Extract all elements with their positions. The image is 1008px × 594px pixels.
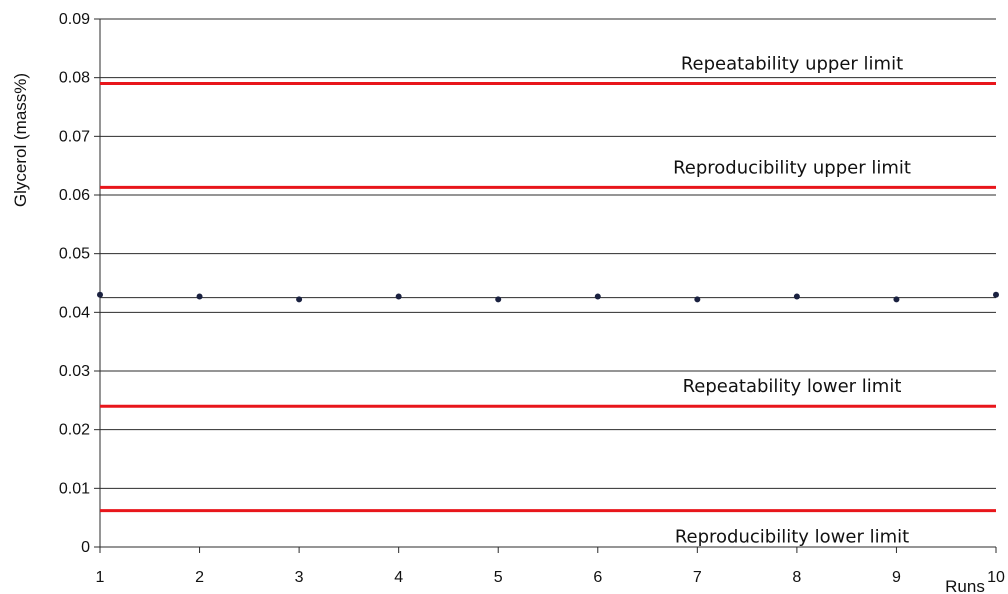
data-point — [594, 293, 601, 300]
limit-label: Reproducibility lower limit — [675, 527, 909, 548]
x-tick-label: 5 — [494, 569, 503, 586]
x-tick-label: 2 — [195, 569, 204, 586]
data-point — [495, 296, 502, 303]
axes — [94, 18, 997, 553]
data-point — [296, 296, 303, 303]
y-tick-label: 0.05 — [59, 246, 90, 263]
x-axis-title: Runs — [945, 577, 985, 594]
y-tick-label: 0.02 — [59, 422, 90, 439]
tick-labels: 0 0.01 0.02 0.03 0.04 0.05 0.06 0.07 0.08 0.09 1 2 3… — [59, 11, 1005, 586]
limit-label: Repeatability upper limit — [681, 54, 903, 75]
y-tick-label: 0.01 — [59, 480, 90, 497]
y-tick-label: 0 — [81, 539, 90, 556]
y-tick-label: 0.07 — [59, 128, 90, 145]
y-axis-title: Glycerol (mass%) — [11, 73, 30, 207]
y-tick-label: 0.09 — [59, 11, 90, 28]
data-point — [694, 296, 701, 303]
data-point — [196, 293, 203, 300]
data-point — [893, 296, 900, 303]
x-tick-label: 6 — [593, 569, 602, 586]
x-tick-label: 4 — [394, 569, 403, 586]
x-tick-label: 8 — [792, 569, 801, 586]
x-tick-label: 10 — [987, 569, 1005, 586]
data-points — [97, 291, 999, 303]
gridlines — [100, 18, 996, 489]
limit-lines: Repeatability upper limit Reproducibility… — [100, 54, 996, 548]
limit-label: Repeatability lower limit — [683, 376, 902, 397]
x-tick-label: 7 — [693, 569, 702, 586]
data-point — [993, 291, 999, 298]
y-tick-label: 0.04 — [59, 304, 90, 321]
x-tick-label: 9 — [892, 569, 901, 586]
y-tick-label: 0.08 — [59, 70, 90, 87]
limit-label: Reproducibility upper limit — [673, 157, 911, 178]
data-point — [97, 291, 103, 298]
y-tick-label: 0.06 — [59, 187, 90, 204]
y-tick-label: 0.03 — [59, 363, 90, 380]
data-point — [793, 293, 800, 300]
data-point — [395, 293, 402, 300]
x-tick-label: 1 — [96, 569, 105, 586]
x-tick-label: 3 — [295, 569, 304, 586]
